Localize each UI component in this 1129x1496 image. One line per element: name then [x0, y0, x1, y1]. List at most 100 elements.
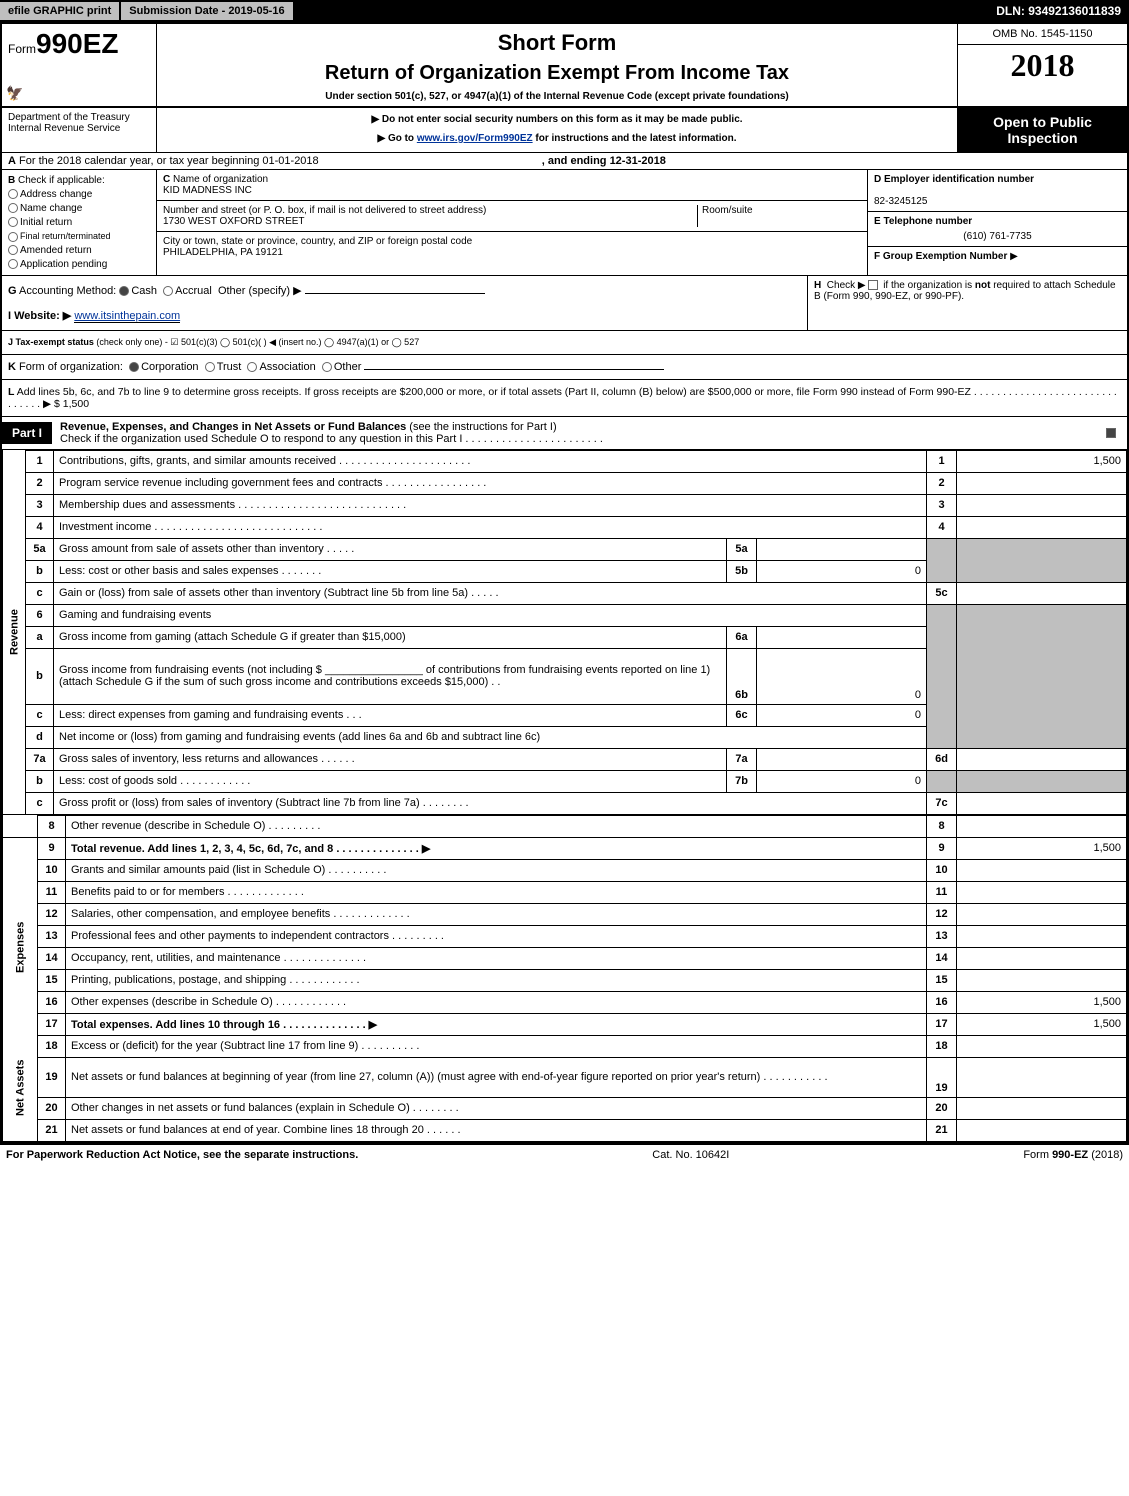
dept-line1: Department of the Treasury: [8, 112, 150, 123]
line-2-amt: [957, 472, 1127, 494]
row-j: J Tax-exempt status (check only one) - ☑…: [2, 331, 1127, 355]
line-5c-ln: 5c: [927, 582, 957, 604]
line-9-desc-b: Total revenue. Add lines 1, 2, 3, 4, 5c,…: [71, 843, 430, 855]
line-18: Net Assets 18Excess or (deficit) for the…: [3, 1035, 1127, 1057]
line-2-num: 2: [26, 472, 54, 494]
phone-label: E Telephone number: [874, 216, 972, 227]
line-5c: cGain or (loss) from sale of assets othe…: [3, 582, 1127, 604]
line-6a-desc: Gross income from gaming (attach Schedul…: [54, 626, 727, 648]
form-title-cell: Short Form Return of Organization Exempt…: [157, 24, 957, 106]
instr2-post: for instructions and the latest informat…: [533, 133, 737, 144]
row-h: H Check ▶ if the organization is not req…: [807, 276, 1127, 330]
line-13: 13Professional fees and other payments t…: [3, 925, 1127, 947]
line-20-num: 20: [38, 1097, 66, 1119]
line-14-amt: [957, 947, 1127, 969]
line-10-ln: 10: [927, 859, 957, 881]
line-18-ln: 18: [927, 1035, 957, 1057]
assoc-radio[interactable]: [247, 362, 257, 372]
year-cell: OMB No. 1545-1150 2018: [957, 24, 1127, 106]
initial-return-radio[interactable]: [8, 217, 18, 227]
line-10-amt: [957, 859, 1127, 881]
ein-label: D Employer identification number: [874, 174, 1034, 185]
other-org-label: Other: [334, 361, 362, 373]
name-label: Name of organization: [173, 174, 268, 185]
line-11-desc: Benefits paid to or for members . . . . …: [66, 881, 927, 903]
part1-label: Part I: [2, 422, 52, 444]
line-12: 12Salaries, other compensation, and empl…: [3, 903, 1127, 925]
label-g: G: [8, 285, 17, 297]
form-number-cell: Form990EZ 🦅: [2, 24, 157, 106]
corp-radio[interactable]: [129, 362, 139, 372]
cash-radio[interactable]: [119, 286, 129, 296]
row-k: K Form of organization: Corporation Trus…: [2, 355, 1127, 380]
ein-value: 82-3245125: [874, 196, 927, 207]
line-16-num: 16: [38, 991, 66, 1013]
l-text: Add lines 5b, 6c, and 7b to line 9 to de…: [8, 386, 1117, 410]
trust-radio[interactable]: [205, 362, 215, 372]
line-12-desc: Salaries, other compensation, and employ…: [66, 903, 927, 925]
rev-side-cont2: [3, 837, 38, 859]
irs-link[interactable]: www.irs.gov/Form990EZ: [417, 133, 533, 144]
dept-line2: Internal Revenue Service: [8, 123, 150, 134]
dept-cell: Department of the Treasury Internal Reve…: [2, 108, 157, 152]
grey-6-amt: [957, 604, 1127, 748]
application-pending-radio[interactable]: [8, 259, 18, 269]
website-link[interactable]: www.itsinthepain.com: [74, 310, 180, 323]
h-text2: if the organization is: [883, 280, 975, 291]
efile-print-button[interactable]: efile GRAPHIC print: [0, 2, 119, 20]
line-7c-num: c: [26, 792, 54, 814]
line-9-num: 9: [38, 837, 66, 859]
label-i: I Website: ▶: [8, 310, 71, 322]
line-18-desc: Excess or (deficit) for the year (Subtra…: [66, 1035, 927, 1057]
line-6b-sn: 6b: [727, 648, 757, 704]
line-18-amt: [957, 1035, 1127, 1057]
line-19-ln: 19: [927, 1057, 957, 1097]
line-11-num: 11: [38, 881, 66, 903]
h-checkbox[interactable]: [868, 280, 878, 290]
line-5b-desc: Less: cost or other basis and sales expe…: [54, 560, 727, 582]
submission-date: Submission Date - 2019-05-16: [121, 2, 292, 20]
accrual-radio[interactable]: [163, 286, 173, 296]
form-number: 990EZ: [36, 28, 119, 59]
line-4-num: 4: [26, 516, 54, 538]
line-6d-num: d: [26, 726, 54, 748]
j-text: (check only one) - ☑ 501(c)(3) ◯ 501(c)(…: [96, 337, 419, 347]
line-1-amt: 1,500: [957, 450, 1127, 472]
line-5c-amt: [957, 582, 1127, 604]
line-6a-sv: [757, 626, 927, 648]
line-11-ln: 11: [927, 881, 957, 903]
short-form-label: Short Form: [163, 30, 951, 56]
line-15-ln: 15: [927, 969, 957, 991]
line-14-num: 14: [38, 947, 66, 969]
other-specify-input[interactable]: [305, 293, 485, 294]
line-4: 4Investment income . . . . . . . . . . .…: [3, 516, 1127, 538]
line-7b-sv: 0: [757, 770, 927, 792]
line-5b-sv: 0: [757, 560, 927, 582]
part1-title-bold: Revenue, Expenses, and Changes in Net As…: [60, 421, 406, 433]
instructions-cell: ▶ Do not enter social security numbers o…: [157, 108, 957, 152]
line-14-desc: Occupancy, rent, utilities, and maintena…: [66, 947, 927, 969]
final-return-radio[interactable]: [8, 232, 18, 242]
top-bar: efile GRAPHIC print Submission Date - 20…: [0, 0, 1129, 22]
footer: For Paperwork Reduction Act Notice, see …: [0, 1144, 1129, 1165]
other-org-radio[interactable]: [322, 362, 332, 372]
line-21-amt: [957, 1119, 1127, 1141]
opt-amended-return: Amended return: [20, 245, 92, 256]
other-org-input[interactable]: [364, 369, 664, 370]
org-name: KID MADNESS INC: [163, 185, 252, 196]
address-change-radio[interactable]: [8, 189, 18, 199]
opt-initial-return: Initial return: [20, 217, 72, 228]
line-2-desc: Program service revenue including govern…: [54, 472, 927, 494]
amended-return-radio[interactable]: [8, 245, 18, 255]
line-10-num: 10: [38, 859, 66, 881]
line-6c-num: c: [26, 704, 54, 726]
line-17-desc: Total expenses. Add lines 10 through 16 …: [66, 1013, 927, 1035]
line-12-amt: [957, 903, 1127, 925]
info-grid: B Check if applicable: Address change Na…: [2, 170, 1127, 276]
line-4-desc: Investment income . . . . . . . . . . . …: [54, 516, 927, 538]
part1-checkbox[interactable]: [1106, 428, 1116, 438]
name-change-radio[interactable]: [8, 203, 18, 213]
group-exemption-label: F Group Exemption Number: [874, 251, 1007, 262]
line-6: 6Gaming and fundraising events: [3, 604, 1127, 626]
line-1-ln: 1: [927, 450, 957, 472]
